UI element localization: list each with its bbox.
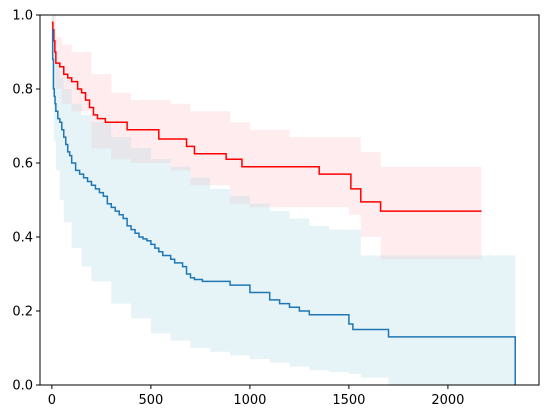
y-tick-label: 0.6 xyxy=(12,157,33,172)
survival-curve-2 xyxy=(51,29,516,385)
y-tick-label: 0.0 xyxy=(12,379,33,394)
x-tick-label: 1500 xyxy=(332,393,365,408)
confidence-band-1 xyxy=(51,15,482,260)
x-tick-label: 500 xyxy=(138,393,163,408)
confidence-band-2 xyxy=(51,15,516,385)
survival-curve-1 xyxy=(51,21,482,212)
x-axis-ticks: 0 500 1000 1500 2000 xyxy=(48,385,464,408)
x-tick-label: 0 xyxy=(48,393,56,408)
confidence-bands xyxy=(51,15,516,385)
survival-curves xyxy=(51,21,516,385)
y-tick-label: 0.2 xyxy=(12,305,33,320)
x-tick-label: 2000 xyxy=(431,393,464,408)
x-tick-label: 1000 xyxy=(233,393,266,408)
plot-frame xyxy=(39,14,540,386)
y-tick-label: 0.8 xyxy=(12,83,33,98)
y-axis-ticks: 0.0 0.2 0.4 0.6 0.8 1.0 xyxy=(12,9,40,394)
y-tick-label: 0.4 xyxy=(12,231,33,246)
y-tick-label: 1.0 xyxy=(12,9,33,24)
